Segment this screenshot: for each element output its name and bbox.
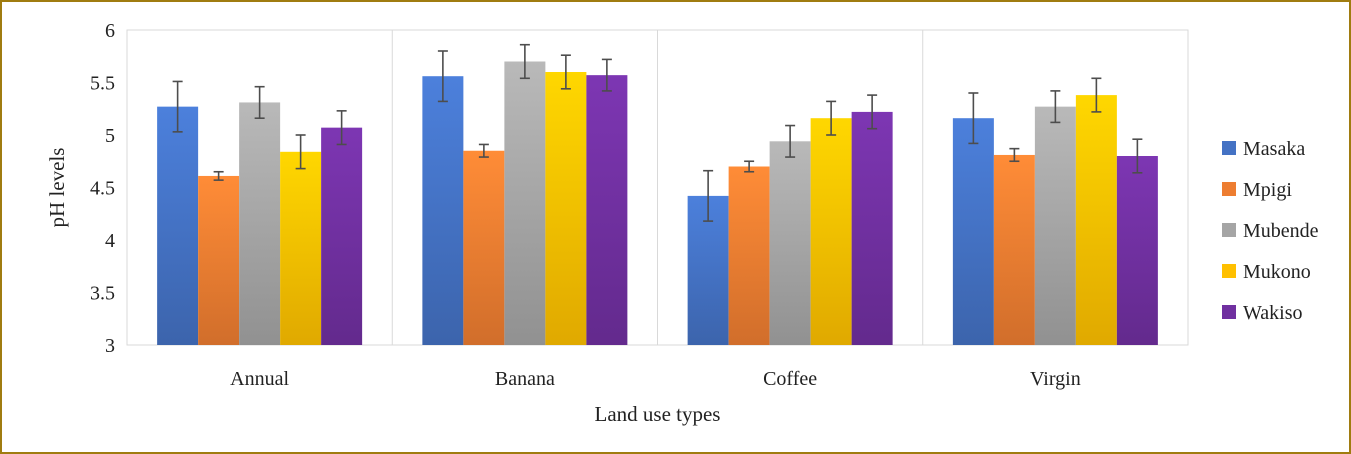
legend-item-wakiso: Wakiso bbox=[1222, 302, 1303, 324]
legend-label: Wakiso bbox=[1243, 302, 1303, 324]
bar-mukono-coffee bbox=[810, 118, 852, 345]
legend-item-masaka: Masaka bbox=[1222, 138, 1305, 160]
legend-label: Mubende bbox=[1243, 220, 1319, 242]
legend-swatch bbox=[1222, 223, 1236, 237]
y-tick-label: 4.5 bbox=[90, 178, 115, 200]
error-bar-mpigi-annual bbox=[213, 170, 224, 181]
bar-wakiso-virgin bbox=[1116, 156, 1158, 345]
error-bar-wakiso-banana bbox=[601, 58, 612, 92]
error-bar-mukono-banana bbox=[560, 54, 571, 90]
error-bar-wakiso-virgin bbox=[1132, 138, 1143, 174]
error-bar-mubende-coffee bbox=[785, 124, 796, 158]
x-tick-label-banana: Banana bbox=[495, 368, 555, 390]
bar-wakiso-annual bbox=[321, 127, 363, 346]
bar-mpigi-virgin bbox=[993, 154, 1035, 345]
bar-mubende-banana bbox=[504, 61, 546, 345]
legend-item-mpigi: Mpigi bbox=[1222, 179, 1292, 201]
x-tick-label-virgin: Virgin bbox=[1030, 368, 1081, 390]
bar-wakiso-banana bbox=[586, 75, 628, 346]
error-bar-mubende-banana bbox=[519, 43, 530, 80]
error-bar-mukono-coffee bbox=[826, 100, 837, 136]
error-bar-masaka-banana bbox=[437, 50, 448, 103]
legend-swatch bbox=[1222, 305, 1236, 319]
y-tick-label: 5 bbox=[105, 125, 115, 147]
bar-mukono-annual bbox=[280, 151, 322, 345]
bar-masaka-banana bbox=[422, 76, 464, 345]
error-bar-masaka-virgin bbox=[968, 92, 979, 145]
y-tick-label: 4 bbox=[105, 230, 115, 252]
legend: Masaka Mpigi Mubende Mukono Wakiso bbox=[1222, 138, 1319, 324]
bar-mpigi-annual bbox=[198, 175, 240, 345]
legend-label: Masaka bbox=[1243, 138, 1305, 160]
y-tick-label: 6 bbox=[105, 20, 115, 42]
x-tick-label-coffee: Coffee bbox=[763, 368, 817, 390]
error-bar-masaka-annual bbox=[172, 80, 183, 133]
legend-item-mubende: Mubende bbox=[1222, 220, 1319, 242]
legend-label: Mukono bbox=[1243, 261, 1311, 283]
bar-mubende-coffee bbox=[769, 141, 811, 345]
y-tick-label: 3 bbox=[105, 335, 115, 357]
bar-mukono-virgin bbox=[1075, 95, 1117, 345]
bar-mukono-banana bbox=[545, 72, 587, 345]
x-tick-label-annual: Annual bbox=[230, 368, 289, 390]
error-bar-mpigi-banana bbox=[478, 143, 489, 158]
bar-masaka-annual bbox=[157, 106, 199, 346]
grid-lines bbox=[126, 29, 1189, 346]
x-tick-labels: Annual Banana Coffee Virgin bbox=[230, 368, 1081, 390]
bar-wakiso-coffee bbox=[851, 111, 893, 346]
legend-item-mukono: Mukono bbox=[1222, 261, 1311, 283]
legend-swatch bbox=[1222, 264, 1236, 278]
bar-mubende-virgin bbox=[1034, 106, 1076, 346]
error-bar-mubende-virgin bbox=[1050, 90, 1061, 124]
bar-mubende-annual bbox=[239, 102, 281, 345]
y-axis-title: pH levels bbox=[45, 148, 69, 228]
error-bar-masaka-coffee bbox=[703, 169, 714, 222]
error-bars bbox=[172, 43, 1143, 222]
error-bar-mpigi-virgin bbox=[1009, 147, 1020, 163]
legend-swatch bbox=[1222, 182, 1236, 196]
y-tick-label: 5.5 bbox=[90, 73, 115, 95]
legend-label: Mpigi bbox=[1243, 179, 1292, 201]
bar-mpigi-banana bbox=[463, 150, 505, 345]
x-axis-title: Land use types bbox=[595, 402, 721, 426]
error-bar-mpigi-coffee bbox=[744, 160, 755, 173]
error-bar-mukono-annual bbox=[295, 134, 306, 170]
bars bbox=[157, 61, 1158, 346]
y-tick-label: 3.5 bbox=[90, 283, 115, 305]
bar-masaka-virgin bbox=[952, 118, 994, 345]
error-bar-mukono-virgin bbox=[1091, 77, 1102, 113]
y-tick-labels: 3 3.5 4 4.5 5 5.5 6 bbox=[90, 20, 115, 357]
error-bar-wakiso-coffee bbox=[867, 94, 878, 130]
error-bar-wakiso-annual bbox=[336, 110, 347, 146]
legend-swatch bbox=[1222, 141, 1236, 155]
error-bar-mubende-annual bbox=[254, 85, 265, 119]
bar-mpigi-coffee bbox=[728, 166, 770, 345]
